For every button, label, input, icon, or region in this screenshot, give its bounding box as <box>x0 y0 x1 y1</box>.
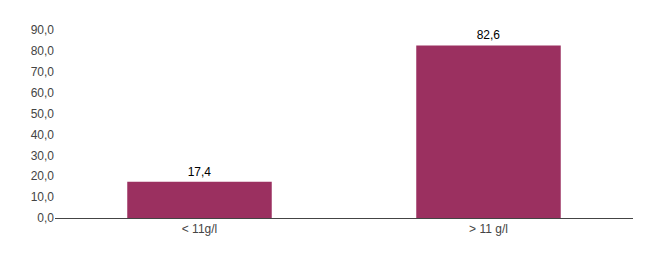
svg-text:90,0: 90,0 <box>31 23 55 37</box>
svg-text:10,0: 10,0 <box>31 190 55 204</box>
svg-text:30,0: 30,0 <box>31 149 55 163</box>
svg-text:82,6: 82,6 <box>477 28 501 42</box>
svg-text:0,0: 0,0 <box>37 211 54 225</box>
svg-text:80,0: 80,0 <box>31 44 55 58</box>
svg-text:< 11g/l: < 11g/l <box>182 222 217 236</box>
svg-text:17,4: 17,4 <box>188 165 212 179</box>
svg-text:40,0: 40,0 <box>31 128 55 142</box>
svg-text:70,0: 70,0 <box>31 65 55 79</box>
svg-text:> 11 g/l: > 11 g/l <box>469 222 508 236</box>
svg-text:20,0: 20,0 <box>31 169 55 183</box>
svg-text:50,0: 50,0 <box>31 107 55 121</box>
svg-text:60,0: 60,0 <box>31 86 55 100</box>
